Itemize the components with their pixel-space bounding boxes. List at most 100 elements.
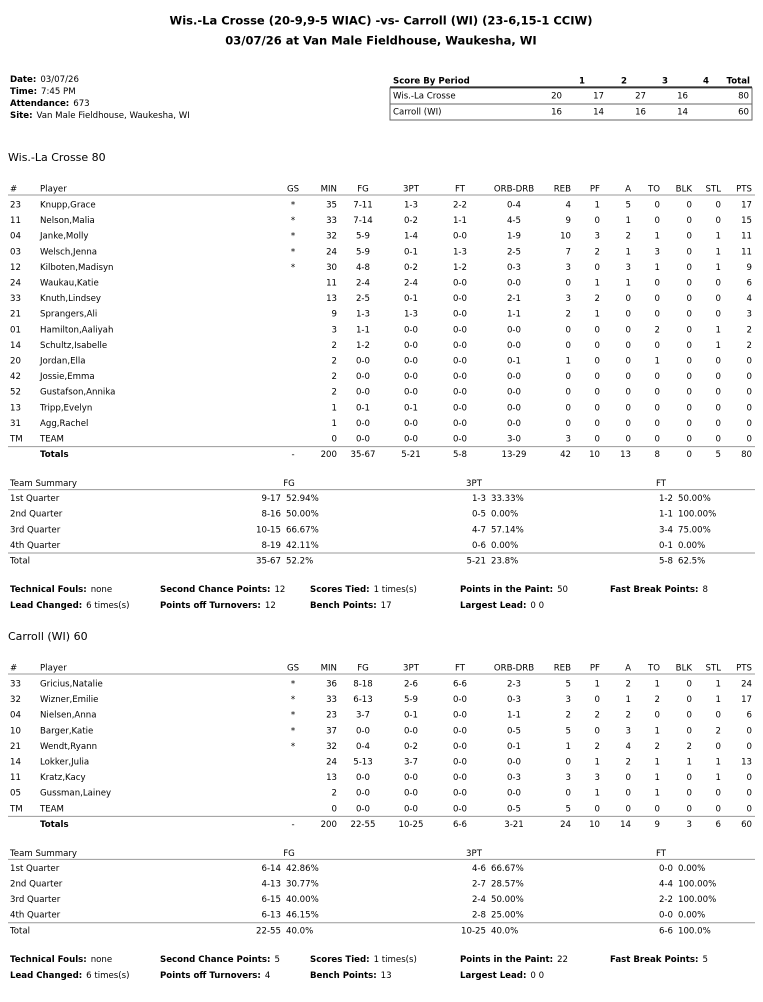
value: 1 times(s) [374, 954, 417, 964]
label: Attendance: [10, 99, 69, 109]
score-cell: 14 [677, 108, 688, 118]
column-header: REB [554, 185, 571, 195]
info-line: Time: 7:45 PM [10, 87, 76, 97]
player-cell: 1-2 [453, 263, 467, 273]
totals-cell: Totals [40, 820, 69, 830]
player-cell: 1 [716, 341, 721, 351]
summary-cell: 4-4 [659, 880, 673, 890]
player-cell: Kilboten,Madisyn [40, 263, 114, 273]
player-cell: 0-4 [356, 742, 370, 752]
summary-cell: 40.00% [286, 895, 319, 905]
column-header: Player [40, 664, 67, 674]
label: Bench Points: [310, 601, 377, 611]
player-cell: 2 [566, 310, 571, 320]
summary-cell: 4-7 [472, 525, 486, 535]
player-cell: Barger,Katie [40, 726, 93, 736]
player-cell: 0 [566, 403, 571, 413]
value: Van Male Fieldhouse, Waukesha, WI [37, 111, 190, 121]
player-cell: 0 [687, 357, 692, 367]
player-cell: 0 [566, 341, 571, 351]
summary-cell: 50.00% [678, 494, 711, 504]
player-cell: Gussman,Lainey [40, 789, 111, 799]
column-header: BLK [676, 664, 693, 674]
player-cell: 0-3 [507, 773, 521, 783]
column-header: ORB-DRB [494, 664, 534, 674]
player-cell: 0 [595, 216, 600, 226]
value: 03/07/26 [40, 75, 79, 85]
player-cell: 0 [716, 435, 721, 445]
player-cell: TEAM [39, 804, 64, 814]
player-cell: 2 [332, 341, 337, 351]
stat: Largest Lead: 0 0 [460, 970, 544, 980]
value: 7:45 PM [41, 87, 76, 97]
player-cell: 0 [626, 435, 631, 445]
player-cell: 0 [655, 341, 660, 351]
column-header: 3PT [403, 664, 420, 674]
player-cell: 0 [566, 419, 571, 429]
score-cell: 60 [738, 108, 749, 118]
player-cell: 0-0 [507, 419, 521, 429]
totals-cell: 13-29 [502, 450, 527, 460]
player-cell: 2 [595, 294, 600, 304]
player-cell: 2 [716, 726, 721, 736]
summary-cell: 4th Quarter [10, 911, 61, 921]
player-cell: 0-0 [404, 435, 418, 445]
totals-cell: 14 [620, 820, 631, 830]
summary-cell: 2nd Quarter [10, 880, 63, 890]
summary-cell: 4-13 [261, 880, 281, 890]
column-header: TO [647, 185, 660, 195]
player-cell: 0-0 [404, 804, 418, 814]
player-cell: 2 [655, 325, 660, 335]
player-cell: 0-0 [453, 435, 467, 445]
player-cell: Nielsen,Anna [40, 711, 96, 721]
player-cell: 0-0 [507, 341, 521, 351]
player-cell: 1 [655, 263, 660, 273]
label: Second Chance Points: [160, 585, 270, 595]
stat: Points off Turnovers: 12 [160, 601, 276, 611]
info-line: Attendance: 673 [10, 99, 90, 109]
player-cell: 0-0 [507, 372, 521, 382]
player-cell: 24 [326, 758, 337, 768]
player-cell: 20 [10, 357, 21, 367]
player-cell: 17 [741, 201, 752, 211]
player-cell: 0 [747, 804, 752, 814]
summary-cell: 8-16 [261, 510, 281, 520]
summary-total: 22-55 [256, 926, 281, 936]
player-cell: 0 [687, 341, 692, 351]
player-cell: 1 [655, 789, 660, 799]
player-cell: 3 [566, 773, 571, 783]
player-cell: Schultz,Isabelle [40, 341, 107, 351]
player-cell: * [291, 711, 296, 721]
player-cell: 1 [595, 201, 600, 211]
totals-cell: 60 [741, 820, 752, 830]
score-cell: 14 [593, 108, 604, 118]
player-cell: 0-5 [507, 726, 521, 736]
player-cell: 0-0 [404, 341, 418, 351]
player-cell: 23 [10, 201, 21, 211]
player-cell: 0-0 [453, 279, 467, 289]
player-cell: 1 [332, 403, 337, 413]
player-cell: 01 [10, 325, 21, 335]
player-cell: 1 [626, 279, 631, 289]
summary-cell: 52.94% [286, 494, 319, 504]
player-cell: 1 [716, 263, 721, 273]
player-cell: Tripp,Evelyn [39, 403, 92, 413]
player-cell: 0 [716, 388, 721, 398]
player-cell: Waukau,Katie [40, 279, 99, 289]
player-cell: 3 [595, 232, 600, 242]
player-cell: 11 [326, 279, 337, 289]
summary-cell: 1-1 [659, 510, 673, 520]
player-cell: 23 [326, 711, 337, 721]
totals-cell: 22-55 [351, 820, 376, 830]
player-cell: 0 [687, 695, 692, 705]
player-cell: 0-0 [453, 341, 467, 351]
player-cell: 11 [741, 232, 752, 242]
summary-total: Total [9, 557, 30, 567]
column-header: # [10, 664, 17, 674]
player-cell: 5 [566, 804, 571, 814]
summary-cell: 0-0 [659, 911, 673, 921]
player-cell: 37 [326, 726, 337, 736]
summary-header: FT [656, 479, 667, 489]
player-cell: 42 [10, 372, 21, 382]
